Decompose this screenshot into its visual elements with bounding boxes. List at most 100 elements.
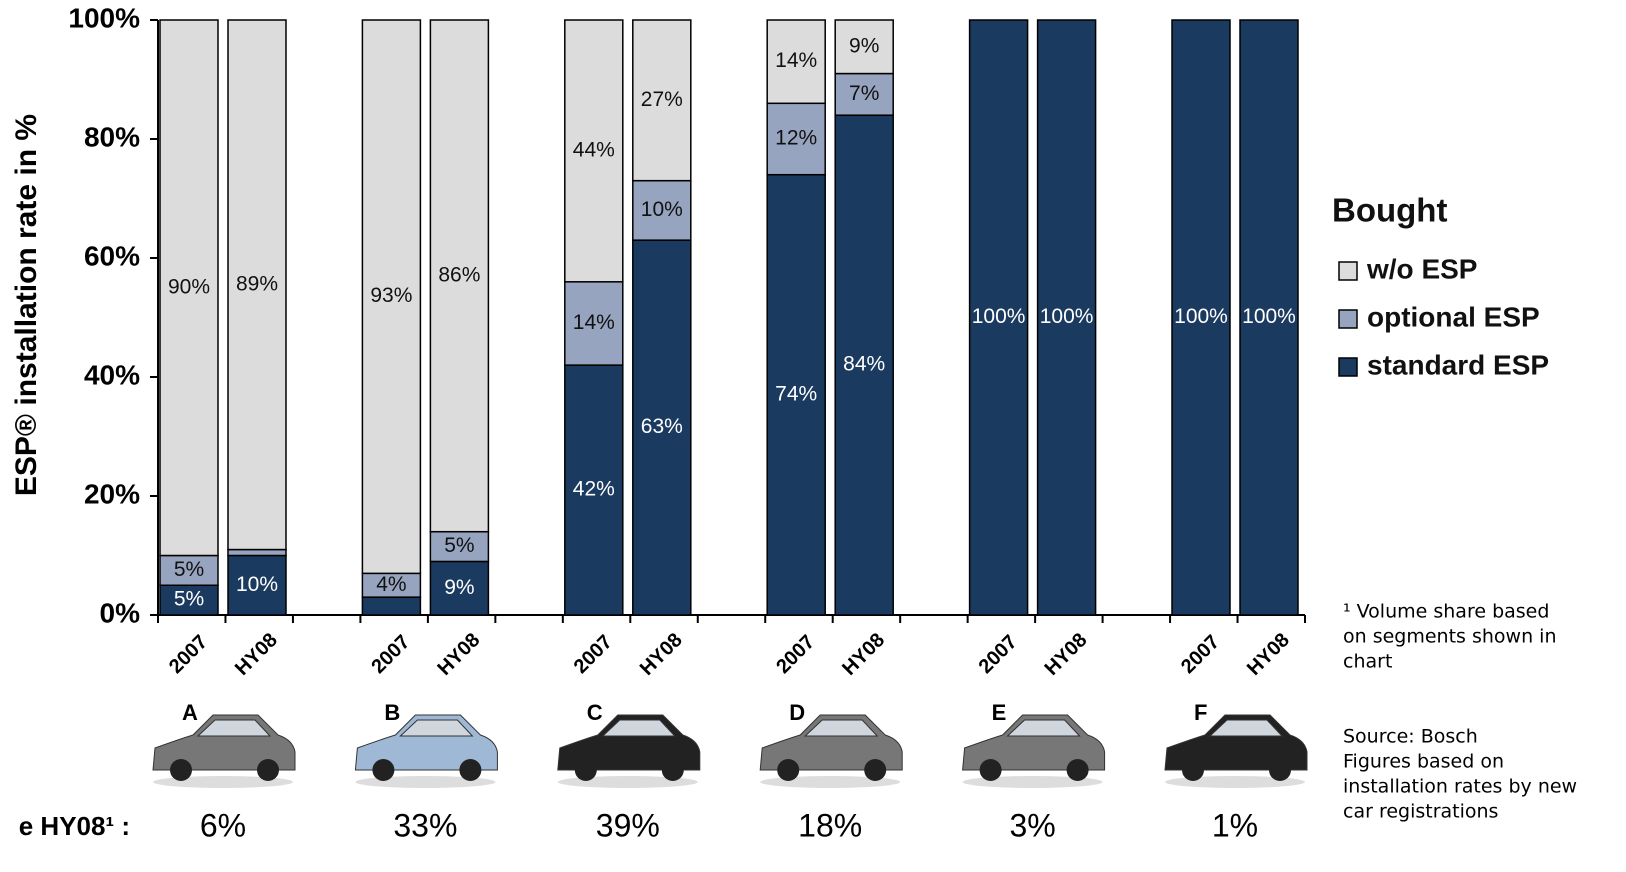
bar-segment [632, 19, 692, 182]
data-label: 84% [843, 353, 885, 376]
footnote: chart [1343, 651, 1392, 673]
footnote: on segments shown in [1343, 626, 1557, 648]
data-label: 100% [1174, 305, 1228, 328]
y-tick-label: 0% [100, 597, 141, 628]
source-note: installation rates by new [1343, 776, 1577, 798]
x-tick-label: HY08 [636, 629, 687, 680]
car-image [354, 714, 498, 788]
car-wheel [864, 759, 887, 781]
bar-segment [834, 114, 894, 616]
legend-label: optional ESP [1367, 301, 1540, 332]
car-wheel [170, 759, 192, 781]
data-label: 7% [849, 82, 879, 105]
share-label: 3% [1009, 807, 1055, 843]
car-image [759, 714, 903, 788]
source-note: car registrations [1343, 801, 1498, 823]
car-wheel [1182, 759, 1204, 781]
x-tick-label: HY08 [1243, 629, 1294, 680]
bar-segment [834, 19, 894, 75]
bar-segment [1171, 19, 1231, 616]
car-window [399, 719, 474, 737]
car-wheel [372, 759, 395, 781]
bar-segment [159, 584, 219, 616]
legend-label: standard ESP [1367, 349, 1549, 380]
legend-label: w/o ESP [1366, 253, 1477, 284]
data-label: 4% [376, 573, 406, 596]
y-axis-label: ESP® installation rate in % [10, 114, 43, 496]
data-label: 9% [444, 576, 474, 599]
data-label: 90% [168, 275, 210, 298]
group-label: E [992, 700, 1007, 725]
share-title: e HY08¹ : [19, 811, 130, 841]
y-tick-label: 20% [84, 478, 140, 509]
bar-segment [361, 596, 422, 616]
data-label: 100% [972, 305, 1026, 328]
bar-segment [564, 281, 624, 366]
x-tick-label: 2007 [165, 631, 212, 678]
legend-title: Bought [1332, 192, 1447, 229]
bar-segment [159, 554, 219, 586]
bar-segment [1036, 19, 1097, 616]
data-label: 9% [849, 34, 879, 57]
bar-segment [361, 19, 422, 575]
group-label: C [587, 700, 603, 725]
group-label: B [384, 700, 400, 725]
x-tick-label: HY08 [433, 629, 484, 680]
bar-segment [227, 548, 287, 557]
data-label: 42% [573, 478, 615, 501]
source-note: Source: Bosch [1343, 726, 1478, 748]
car-wheel [979, 759, 1002, 781]
car-window [601, 719, 676, 737]
x-tick-label: HY08 [838, 629, 889, 680]
share-label: 18% [798, 807, 862, 843]
bar-segment [968, 19, 1029, 616]
data-label: 100% [1242, 305, 1296, 328]
x-tick-label: 2007 [1177, 631, 1224, 678]
car-wheel [1066, 759, 1089, 781]
bar-segment [159, 19, 219, 557]
bar-segment [564, 19, 624, 283]
bar-segment [429, 560, 490, 616]
car-window [1208, 719, 1284, 737]
data-label: 10% [236, 573, 278, 596]
bar-segment [429, 19, 490, 533]
car-wheel [661, 759, 684, 781]
car-image [152, 714, 296, 788]
car-shadow [557, 776, 698, 788]
data-label: 44% [573, 138, 615, 161]
car-shadow [760, 776, 901, 788]
y-tick-label: 60% [84, 240, 140, 271]
share-label: 1% [1212, 807, 1258, 843]
data-label: 74% [775, 382, 817, 405]
group-label: F [1194, 700, 1207, 725]
car-image [557, 714, 701, 788]
bar-segment [227, 19, 287, 551]
y-tick-label: 80% [84, 121, 140, 152]
bar-segment [632, 239, 692, 616]
car-wheel [257, 759, 279, 781]
data-label: 14% [573, 311, 615, 334]
data-label: 5% [174, 588, 204, 611]
data-label: 27% [641, 88, 683, 111]
x-tick-label: 2007 [570, 631, 617, 678]
bar-segment [632, 179, 692, 241]
car-shadow [1165, 776, 1305, 788]
car-wheel [777, 759, 800, 781]
car-wheel [459, 759, 482, 781]
bar-segment [1239, 19, 1299, 616]
group-label: A [182, 700, 198, 725]
car-image [962, 714, 1106, 788]
data-label: 5% [444, 534, 474, 557]
car-shadow [962, 776, 1103, 788]
data-label: 100% [1040, 305, 1094, 328]
bar-segment [429, 530, 490, 563]
share-label: 33% [393, 807, 457, 843]
bar-segment [766, 19, 826, 105]
share-label: 6% [200, 807, 246, 843]
x-tick-label: 2007 [772, 631, 819, 678]
car-wheel [574, 759, 597, 781]
y-tick-label: 100% [68, 2, 140, 33]
legend-swatch [1338, 309, 1358, 329]
bar-segment [227, 554, 287, 616]
